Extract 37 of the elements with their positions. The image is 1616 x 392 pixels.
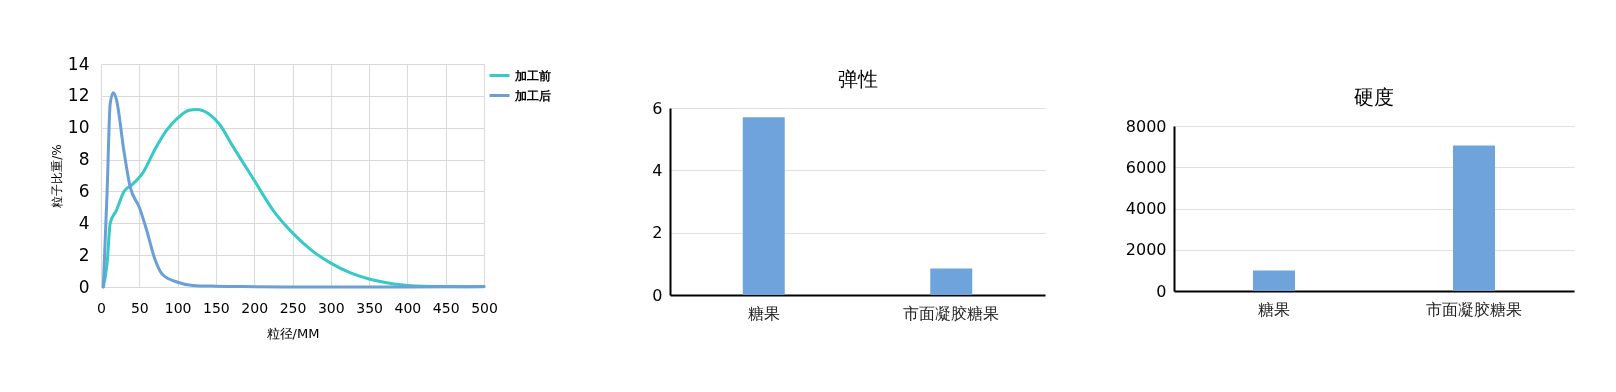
x-tick-label: 糖果	[747, 303, 780, 323]
x-tick-label: 150	[203, 299, 230, 316]
y-tick-label: 2	[652, 223, 663, 243]
x-tick-label: 500	[471, 299, 498, 316]
chart-title: 硬度	[1354, 85, 1394, 109]
x-tick-label: 糖果	[1258, 299, 1290, 319]
y-axis-title: 粒子比重/%	[49, 144, 64, 208]
x-tick-label: 250	[279, 299, 307, 316]
y-tick-label: 6000	[1125, 157, 1167, 177]
y-tick-label: 14	[67, 53, 90, 74]
x-tick-label: 300	[317, 299, 345, 316]
y-tick-label: 8000	[1125, 116, 1167, 136]
x-tick-label: 350	[356, 299, 383, 316]
x-tick-label: 400	[394, 299, 422, 316]
legend-label: 加工前	[514, 68, 551, 83]
y-tick-label: 4	[652, 160, 663, 180]
x-tick-label: 市面凝胶糖果	[903, 303, 1000, 323]
x-tick-label: 200	[241, 299, 269, 316]
x-tick-label: 100	[164, 299, 192, 316]
y-tick-label: 0	[78, 276, 90, 297]
chart-title: 弹性	[837, 67, 878, 91]
y-tick-label: 4000	[1125, 199, 1167, 218]
y-tick-label: 8	[78, 149, 90, 170]
y-tick-label: 4	[78, 212, 90, 233]
x-tick-label: 市面凝胶糖果	[1426, 299, 1522, 319]
x-tick-label: 0	[97, 299, 106, 316]
y-tick-label: 12	[67, 85, 90, 106]
y-tick-label: 6	[652, 98, 663, 118]
y-tick-label: 2	[78, 244, 90, 265]
legend-label: 加工后	[514, 88, 551, 103]
y-tick-label: 10	[67, 117, 90, 138]
x-tick-label: 50	[130, 299, 149, 316]
y-tick-label: 0	[1156, 281, 1167, 301]
x-tick-label: 450	[432, 299, 460, 316]
y-tick-label: 2000	[1125, 240, 1167, 260]
x-axis-title: 粒径/MM	[266, 325, 320, 341]
y-tick-label: 6	[78, 180, 90, 201]
